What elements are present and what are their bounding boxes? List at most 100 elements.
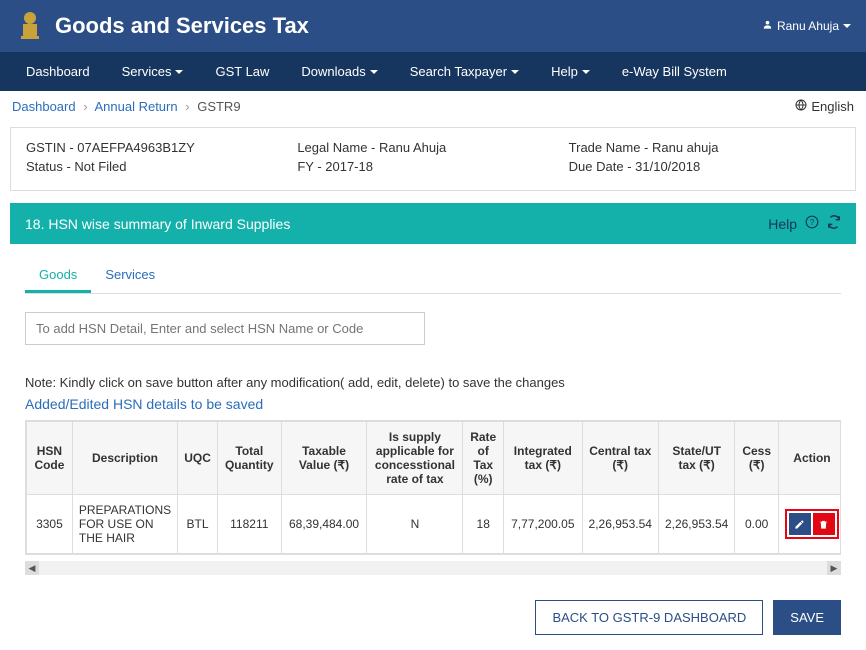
gstin-label: GSTIN - xyxy=(26,140,77,155)
th-desc: Description xyxy=(72,422,177,495)
trash-icon xyxy=(818,519,829,530)
language-label: English xyxy=(811,99,854,114)
emblem-icon xyxy=(15,8,45,44)
nav-services[interactable]: Services xyxy=(106,52,200,91)
nav-downloads-label: Downloads xyxy=(301,64,365,79)
th-action: Action xyxy=(778,422,841,495)
status-value: Not Filed xyxy=(74,159,126,174)
due-value: 31/10/2018 xyxy=(635,159,700,174)
fy-value: 2017-18 xyxy=(325,159,373,174)
legal-value: Ranu Ahuja xyxy=(379,140,446,155)
nav-dashboard-label: Dashboard xyxy=(26,64,90,79)
breadcrumb-dashboard[interactable]: Dashboard xyxy=(12,99,76,114)
cell-action xyxy=(778,495,841,554)
caret-down-icon xyxy=(582,70,590,74)
breadcrumb-current: GSTR9 xyxy=(197,99,240,114)
nav-downloads[interactable]: Downloads xyxy=(285,52,393,91)
tabs: Goods Services xyxy=(25,259,841,294)
th-cess: Cess (₹) xyxy=(735,422,779,495)
th-taxable: Taxable Value (₹) xyxy=(281,422,367,495)
cell-rate: 18 xyxy=(463,495,504,554)
cell-qty: 118211 xyxy=(217,495,281,554)
breadcrumb: Dashboard › Annual Return › GSTR9 xyxy=(12,99,241,114)
help-label: Help xyxy=(768,216,797,232)
language-selector[interactable]: English xyxy=(795,99,854,114)
back-button[interactable]: BACK TO GSTR-9 DASHBOARD xyxy=(535,600,763,635)
breadcrumb-bar: Dashboard › Annual Return › GSTR9 Englis… xyxy=(0,91,866,122)
breadcrumb-sep: › xyxy=(185,99,189,114)
cell-ctax: 2,26,953.54 xyxy=(582,495,658,554)
header-left: Goods and Services Tax xyxy=(15,8,309,44)
breadcrumb-sep: › xyxy=(83,99,87,114)
delete-button[interactable] xyxy=(813,513,835,535)
globe-icon xyxy=(795,99,807,114)
nav-help[interactable]: Help xyxy=(535,52,606,91)
scroll-left-icon[interactable]: ◀ xyxy=(25,561,39,575)
site-header: Goods and Services Tax Ranu Ahuja xyxy=(0,0,866,52)
cell-supply: N xyxy=(367,495,463,554)
th-itax: Integrated tax (₹) xyxy=(504,422,582,495)
help-icon[interactable]: ? xyxy=(805,215,819,232)
tab-services[interactable]: Services xyxy=(91,259,169,293)
cell-stax: 2,26,953.54 xyxy=(658,495,734,554)
edit-button[interactable] xyxy=(789,513,811,535)
info-col-2: Legal Name - Ranu Ahuja FY - 2017-18 xyxy=(297,140,568,178)
button-row: BACK TO GSTR-9 DASHBOARD SAVE xyxy=(25,600,841,635)
table-row: 3305 PREPARATIONS FOR USE ON THE HAIR BT… xyxy=(27,495,842,554)
caret-down-icon xyxy=(511,70,519,74)
info-col-1: GSTIN - 07AEFPA4963B1ZY Status - Not Fil… xyxy=(26,140,297,178)
th-supply: Is supply applicable for concesstional r… xyxy=(367,422,463,495)
caret-down-icon xyxy=(370,70,378,74)
due-label: Due Date - xyxy=(569,159,635,174)
pencil-icon xyxy=(794,519,805,530)
return-info-box: GSTIN - 07AEFPA4963B1ZY Status - Not Fil… xyxy=(10,127,856,191)
th-hsn: HSN Code xyxy=(27,422,73,495)
action-highlight xyxy=(785,509,839,539)
info-col-3: Trade Name - Ranu ahuja Due Date - 31/10… xyxy=(569,140,840,178)
hsn-search-input[interactable] xyxy=(25,312,425,345)
nav-services-label: Services xyxy=(122,64,172,79)
cell-taxable: 68,39,484.00 xyxy=(281,495,367,554)
help-link[interactable]: Help xyxy=(768,216,797,232)
table-header-row: HSN Code Description UQC Total Quantity … xyxy=(27,422,842,495)
scroll-right-icon[interactable]: ▶ xyxy=(827,561,841,575)
nav-search-taxpayer[interactable]: Search Taxpayer xyxy=(394,52,535,91)
save-button[interactable]: SAVE xyxy=(773,600,841,635)
nav-eway[interactable]: e-Way Bill System xyxy=(606,52,743,91)
panel-title: 18. HSN wise summary of Inward Supplies xyxy=(25,216,290,232)
legal-label: Legal Name - xyxy=(297,140,379,155)
nav-dashboard[interactable]: Dashboard xyxy=(10,52,106,91)
cell-cess: 0.00 xyxy=(735,495,779,554)
subheading: Added/Edited HSN details to be saved xyxy=(25,396,841,412)
caret-down-icon xyxy=(175,70,183,74)
nav-help-label: Help xyxy=(551,64,578,79)
panel-help-area: Help ? xyxy=(768,215,841,232)
hsn-table-wrap: HSN Code Description UQC Total Quantity … xyxy=(25,420,841,555)
trade-value: Ranu ahuja xyxy=(652,140,719,155)
th-qty: Total Quantity xyxy=(217,422,281,495)
breadcrumb-annual-return[interactable]: Annual Return xyxy=(94,99,177,114)
refresh-icon[interactable] xyxy=(827,215,841,232)
caret-down-icon xyxy=(843,24,851,28)
nav-gst-law-label: GST Law xyxy=(215,64,269,79)
tab-goods[interactable]: Goods xyxy=(25,259,91,293)
cell-uqc: BTL xyxy=(178,495,218,554)
nav-search-taxpayer-label: Search Taxpayer xyxy=(410,64,507,79)
user-menu[interactable]: Ranu Ahuja xyxy=(762,19,851,33)
hsn-table: HSN Code Description UQC Total Quantity … xyxy=(26,421,841,554)
cell-itax: 7,77,200.05 xyxy=(504,495,582,554)
fy-label: FY - xyxy=(297,159,325,174)
th-uqc: UQC xyxy=(178,422,218,495)
navbar: Dashboard Services GST Law Downloads Sea… xyxy=(0,52,866,91)
horizontal-scrollbar[interactable]: ◀ ▶ xyxy=(25,561,841,575)
nav-eway-label: e-Way Bill System xyxy=(622,64,727,79)
site-title: Goods and Services Tax xyxy=(55,13,309,39)
svg-text:?: ? xyxy=(810,218,815,227)
th-rate: Rate of Tax (%) xyxy=(463,422,504,495)
status-label: Status - xyxy=(26,159,74,174)
cell-hsn: 3305 xyxy=(27,495,73,554)
cell-desc: PREPARATIONS FOR USE ON THE HAIR xyxy=(72,495,177,554)
nav-gst-law[interactable]: GST Law xyxy=(199,52,285,91)
th-stax: State/UT tax (₹) xyxy=(658,422,734,495)
gstin-value: 07AEFPA4963B1ZY xyxy=(77,140,195,155)
